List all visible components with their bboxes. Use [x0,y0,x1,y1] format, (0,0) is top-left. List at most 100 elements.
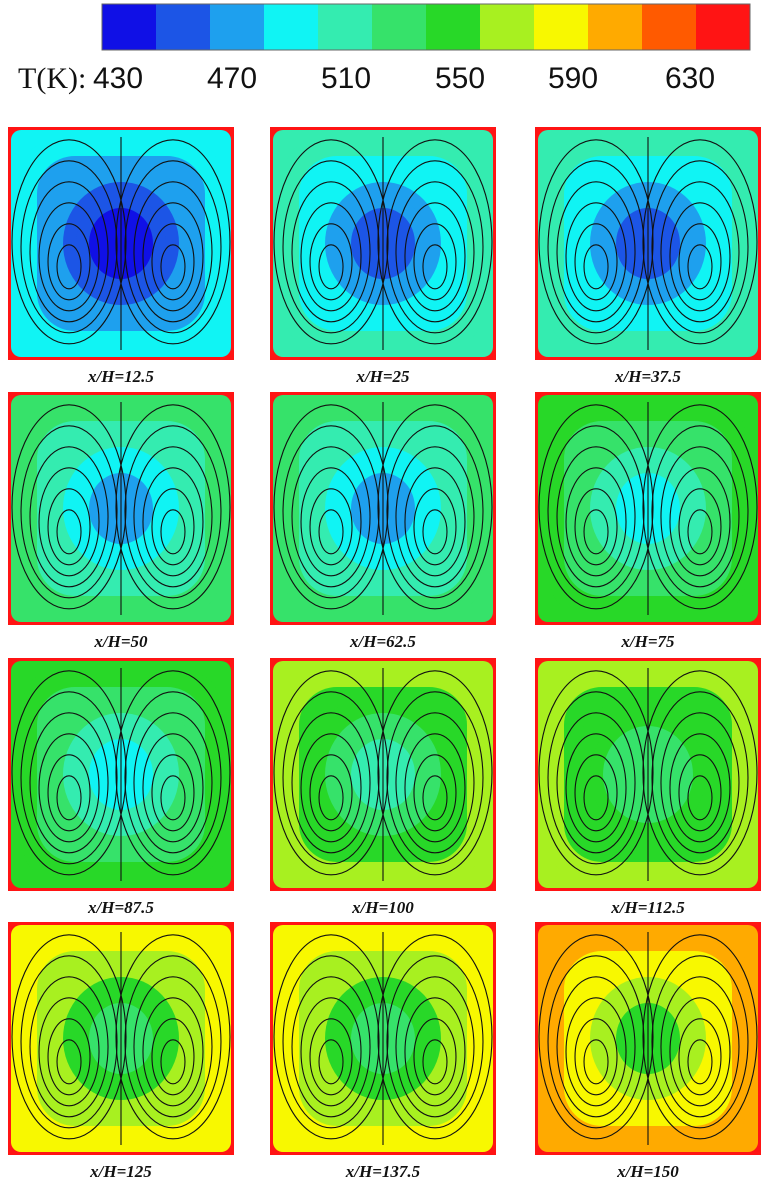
streamline [413,1018,457,1096]
colorbar-swatch [588,4,643,50]
streamline [386,160,484,334]
streamline [56,775,82,821]
streamline [687,1039,713,1085]
streamline [377,934,493,1140]
panel-caption: x/H=25 [355,367,410,386]
streamline [309,754,353,832]
streamline [300,202,362,312]
panel-caption: x/H=100 [351,898,414,917]
panel-caption: x/H=150 [616,1162,679,1180]
streamline [556,446,636,588]
streamline [309,488,353,566]
streamline [151,754,195,832]
streamline [422,1039,448,1085]
streamline [133,976,213,1118]
streamline [660,976,740,1118]
streamline [124,160,222,334]
streamline [583,509,609,555]
streamline [377,670,493,876]
streamline [538,934,654,1140]
streamline [404,733,466,843]
contour-panel [8,922,234,1155]
streamline [142,467,204,577]
streamline [47,1018,91,1096]
streamline [678,223,722,301]
contour-panel [8,392,234,625]
streamline [29,976,109,1118]
streamline [11,934,127,1140]
streamline [678,754,722,832]
streamline [318,509,344,555]
streamline [29,712,109,854]
streamline [291,181,371,323]
streamline [651,955,749,1129]
streamline [142,733,204,843]
streamline [395,181,475,323]
colorbar-swatch [210,4,265,50]
streamline [413,223,457,301]
colorbar-tick: 590 [548,62,598,95]
streamline [300,467,362,577]
panel-caption: x/H=137.5 [345,1162,421,1180]
streamline [565,733,627,843]
streamline [151,223,195,301]
streamline [47,488,91,566]
streamline [377,139,493,345]
streamline [413,488,457,566]
streamline [47,754,91,832]
streamline [282,955,380,1129]
streamline [282,160,380,334]
streamline [422,509,448,555]
panel-caption: x/H=125 [89,1162,152,1180]
streamline [678,1018,722,1096]
streamline [124,425,222,599]
streamline [29,446,109,588]
streamline [142,202,204,312]
streamline [583,775,609,821]
streamline [318,1039,344,1085]
streamline [669,202,731,312]
streamline [565,997,627,1107]
streamline [20,691,118,865]
streamline [133,712,213,854]
panel-caption: x/H=50 [93,632,148,651]
streamline [574,223,618,301]
colorbar-swatch [480,4,535,50]
streamline [547,160,645,334]
streamline [386,691,484,865]
contour-panel [535,392,761,625]
colorbar-swatch [102,4,157,50]
contour-panel [8,658,234,891]
streamline [583,244,609,290]
streamline [583,1039,609,1085]
streamline [160,509,186,555]
streamline [115,670,231,876]
streamline [291,446,371,588]
streamline [556,181,636,323]
colorbar-swatch [642,4,697,50]
streamline [565,467,627,577]
streamline [124,955,222,1129]
streamline [151,488,195,566]
streamline [642,934,758,1140]
streamline [642,139,758,345]
panel-caption: x/H=62.5 [349,632,416,651]
streamline [56,509,82,555]
contour-panel [270,658,496,891]
streamline [160,775,186,821]
streamline [309,223,353,301]
streamline [547,425,645,599]
streamline [642,404,758,610]
colorbar-swatch [426,4,481,50]
streamline [160,244,186,290]
streamline [20,425,118,599]
streamline [115,139,231,345]
colorbar-swatch [156,4,211,50]
streamline [273,934,389,1140]
panel-caption: x/H=87.5 [87,898,154,917]
streamline [687,775,713,821]
streamline [115,404,231,610]
contour-panel [270,127,496,360]
streamline [115,934,231,1140]
contour-panel [535,922,761,1155]
